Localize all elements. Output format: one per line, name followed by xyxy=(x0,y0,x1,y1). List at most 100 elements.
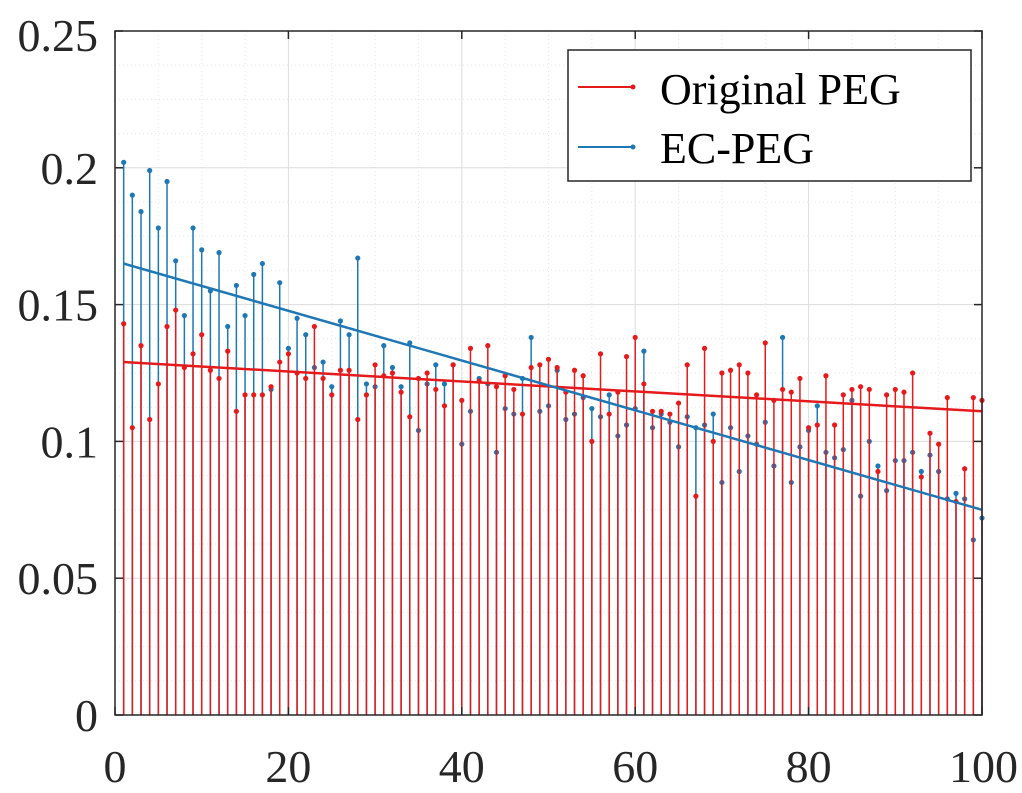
y-tick-label: 0.1 xyxy=(41,416,99,467)
original-peg-point xyxy=(701,345,708,351)
original-peg-point xyxy=(788,389,794,395)
legend-marker-original-peg xyxy=(630,84,636,90)
original-peg-point xyxy=(251,392,257,398)
original-peg-point xyxy=(485,343,491,349)
ec-peg-point xyxy=(814,403,820,409)
ec-peg-point xyxy=(710,411,716,417)
original-peg-point xyxy=(225,348,231,354)
original-peg-point xyxy=(346,367,352,373)
ec-peg-trend-line xyxy=(123,262,983,512)
ec-peg-point xyxy=(389,364,396,371)
legend-marker-ec-peg xyxy=(630,144,636,150)
original-peg-point xyxy=(779,386,786,393)
original-peg-point xyxy=(173,307,179,313)
ec-peg-point xyxy=(251,271,257,278)
original-peg-point xyxy=(927,430,933,436)
original-peg-point xyxy=(832,422,838,428)
original-peg-point xyxy=(884,392,890,398)
series-original-peg xyxy=(121,307,985,715)
ec-peg-point xyxy=(285,345,291,351)
ec-peg-point xyxy=(277,280,283,286)
ec-peg-point xyxy=(190,225,196,231)
ec-peg-point xyxy=(433,362,439,368)
original-peg-point xyxy=(632,334,638,341)
original-peg-point xyxy=(962,466,968,472)
original-peg-point xyxy=(641,381,647,387)
original-peg-point xyxy=(311,323,318,330)
ec-peg-point xyxy=(381,343,387,349)
original-peg-point xyxy=(528,364,534,371)
original-peg-point xyxy=(216,375,222,382)
y-tick-label: 0.25 xyxy=(18,10,99,61)
ec-peg-point xyxy=(346,332,352,338)
ec-peg-point xyxy=(303,332,309,338)
original-peg-point xyxy=(511,386,517,393)
ec-peg-point xyxy=(779,334,786,341)
ec-peg-point xyxy=(441,381,448,387)
original-peg-point xyxy=(398,389,404,395)
ec-peg-point xyxy=(259,260,265,267)
ec-peg-point xyxy=(528,334,534,341)
original-peg-point xyxy=(147,416,153,423)
x-tick-label: 40 xyxy=(439,741,485,792)
original-peg-point xyxy=(806,425,812,431)
original-peg-point xyxy=(875,468,881,475)
ec-peg-point xyxy=(138,208,144,215)
ec-peg-point xyxy=(242,312,248,319)
ec-peg-point xyxy=(329,384,335,390)
ec-peg-point xyxy=(589,405,595,412)
y-tick-label: 0 xyxy=(75,690,98,741)
original-peg-point xyxy=(918,474,924,480)
original-peg-point xyxy=(389,370,396,376)
original-peg-point xyxy=(675,400,682,406)
x-tick-label: 100 xyxy=(949,741,1018,792)
ec-peg-point xyxy=(606,392,612,398)
original-peg-point xyxy=(190,351,196,357)
ec-peg-point xyxy=(337,318,344,324)
original-peg-point xyxy=(424,370,430,376)
original-peg-point xyxy=(649,408,656,414)
original-peg-point xyxy=(268,384,274,390)
original-peg-point xyxy=(450,362,456,368)
trend-lines xyxy=(123,262,983,512)
legend-label-original-peg: Original PEG xyxy=(660,65,901,114)
ec-peg-point xyxy=(155,225,161,231)
ec-peg-point xyxy=(294,315,300,321)
ec-peg-point xyxy=(173,258,179,264)
original-peg-point xyxy=(606,411,612,417)
original-peg-point xyxy=(597,351,604,357)
stem-series xyxy=(121,159,985,715)
ec-peg-point xyxy=(216,250,222,256)
original-peg-point xyxy=(736,362,742,368)
original-peg-point xyxy=(693,493,699,499)
original-peg-point xyxy=(823,373,829,379)
ec-peg-point xyxy=(199,247,205,253)
original-peg-point xyxy=(537,362,543,368)
legend-label-ec-peg: EC-PEG xyxy=(660,124,814,173)
original-peg-point xyxy=(242,392,248,398)
original-peg-point xyxy=(372,362,378,368)
plot-frame xyxy=(114,30,983,716)
original-peg-point xyxy=(363,392,370,398)
original-peg-point xyxy=(858,384,864,390)
original-peg-point xyxy=(623,353,630,360)
original-peg-point xyxy=(441,403,448,409)
original-peg-point xyxy=(901,389,907,395)
original-peg-point xyxy=(753,392,760,398)
original-peg-point xyxy=(129,425,135,431)
legend: Original PEG EC-PEG xyxy=(567,49,972,182)
original-peg-point xyxy=(892,386,898,393)
original-peg-point xyxy=(407,414,413,420)
original-peg-point xyxy=(797,375,803,382)
original-peg-point xyxy=(199,332,205,338)
ec-peg-point xyxy=(320,359,326,365)
ec-peg-point xyxy=(355,255,361,261)
y-tick-label: 0.05 xyxy=(18,553,99,604)
ec-peg-point xyxy=(121,159,127,165)
original-peg-point xyxy=(840,392,846,398)
original-peg-point xyxy=(936,441,942,447)
original-peg-point xyxy=(320,375,326,382)
ec-peg-point xyxy=(129,192,135,198)
original-peg-point xyxy=(910,370,916,376)
